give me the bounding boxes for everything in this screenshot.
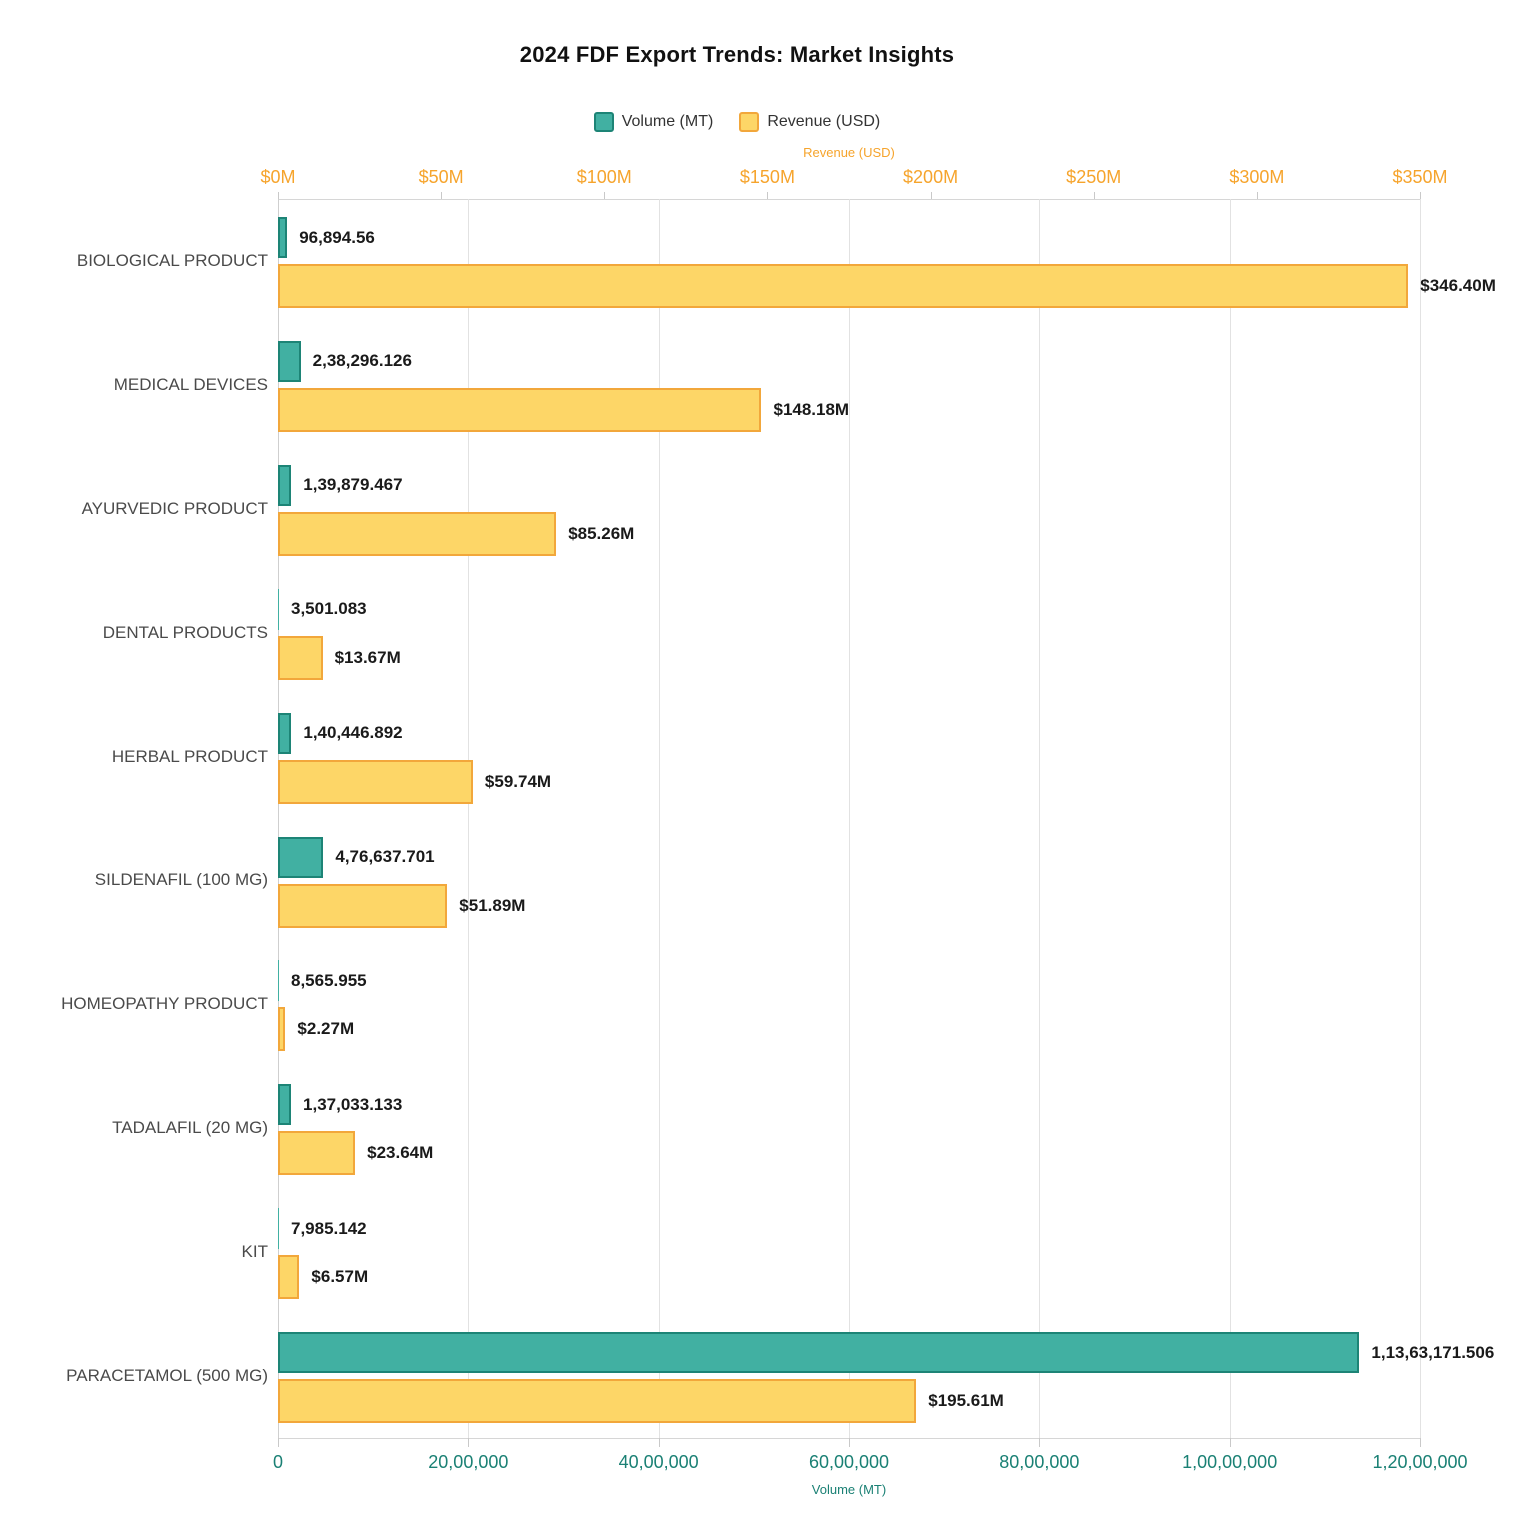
volume-bar[interactable] xyxy=(278,1208,279,1250)
top-axis-tick-label: $250M xyxy=(1066,167,1122,187)
legend-item-label: Revenue (USD) xyxy=(767,113,881,130)
volume-value-label: 3,501.083 xyxy=(291,599,367,619)
category-label: BIOLOGICAL PRODUCT xyxy=(76,250,268,270)
volume-bar[interactable] xyxy=(278,1332,1360,1374)
category-label: HOMEOPATHY PRODUCT xyxy=(61,994,268,1014)
revenue-bar[interactable] xyxy=(278,1131,356,1176)
revenue-value-label: $85.26M xyxy=(568,523,635,543)
bottom-axis-tick xyxy=(468,1438,470,1447)
bottom-axis-tick-label: 1,20,00,000 xyxy=(1372,1452,1468,1472)
revenue-value-label: $6.57M xyxy=(311,1267,369,1287)
revenue-value-label: $346.40M xyxy=(1420,276,1496,295)
bottom-axis-tick-label: 1,00,00,000 xyxy=(1182,1452,1278,1472)
legend: Volume (MT) Revenue (USD) xyxy=(0,112,1474,132)
revenue-bar[interactable] xyxy=(278,1379,917,1424)
volume-bar[interactable] xyxy=(278,217,288,258)
top-axis-tick xyxy=(1093,192,1095,199)
category-label: SILDENAFIL (100 MG) xyxy=(94,870,268,890)
volume-value-label: 1,13,63,171.506 xyxy=(1371,1342,1495,1362)
bottom-axis-tick xyxy=(1039,1438,1041,1447)
revenue-bar[interactable] xyxy=(278,1255,300,1300)
top-axis-tick xyxy=(441,192,443,199)
legend-swatch-icon xyxy=(739,112,760,132)
bottom-axis-title: Volume (MT) xyxy=(811,1482,887,1497)
bottom-axis-tick xyxy=(278,1438,279,1447)
category-label: MEDICAL DEVICES xyxy=(113,374,268,394)
top-axis-tick xyxy=(930,192,932,199)
revenue-bar[interactable] xyxy=(278,759,473,804)
volume-value-label: 7,985.142 xyxy=(291,1218,367,1238)
top-axis-tick-label: $200M xyxy=(903,167,959,187)
volume-value-label: 4,76,637.701 xyxy=(335,847,435,866)
top-axis-tick-label: $50M xyxy=(418,167,464,187)
top-axis-tick xyxy=(1256,192,1258,199)
revenue-bar[interactable] xyxy=(278,635,323,680)
vertical-gridline xyxy=(1420,199,1421,1438)
volume-bar[interactable] xyxy=(278,836,324,878)
vertical-gridline xyxy=(1229,199,1231,1438)
bottom-axis-tick-label: 80,00,000 xyxy=(999,1452,1080,1472)
revenue-value-label: $51.89M xyxy=(459,895,526,915)
top-axis-tick xyxy=(604,192,606,199)
bottom-axis-tick-label: 20,00,000 xyxy=(428,1452,509,1472)
chart-title: 2024 FDF Export Trends: Market Insights xyxy=(519,42,955,67)
vertical-gridline xyxy=(849,199,850,1438)
volume-bar[interactable] xyxy=(278,1084,292,1126)
category-label: AYURVEDIC PRODUCT xyxy=(81,498,268,518)
revenue-value-label: $23.64M xyxy=(367,1143,434,1163)
legend-item-revenue[interactable]: Revenue (USD) xyxy=(739,112,880,132)
category-label: DENTAL PRODUCTS xyxy=(102,622,268,642)
left-axis-line xyxy=(278,199,279,1447)
category-label: HERBAL PRODUCT xyxy=(111,746,268,766)
bottom-axis-tick-label: 60,00,000 xyxy=(808,1452,890,1472)
top-axis-tick-label: $150M xyxy=(739,167,795,187)
bottom-axis-tick-label: 0 xyxy=(272,1452,284,1472)
volume-bar[interactable] xyxy=(278,588,279,630)
top-axis-title: Revenue (USD) xyxy=(803,145,895,160)
top-axis-tick-label: $0M xyxy=(260,167,296,187)
top-axis-tick-label: $350M xyxy=(1392,167,1448,187)
top-axis-tick xyxy=(767,192,769,199)
revenue-bar[interactable] xyxy=(278,883,448,928)
volume-value-label: 96,894.56 xyxy=(299,227,375,247)
volume-bar[interactable] xyxy=(278,960,279,1002)
volume-value-label: 1,39,879.467 xyxy=(303,475,403,495)
revenue-value-label: $148.18M xyxy=(773,399,850,419)
bottom-axis-tick xyxy=(658,1438,660,1447)
top-axis-tick xyxy=(278,192,279,199)
revenue-value-label: $195.61M xyxy=(928,1391,1004,1411)
revenue-bar[interactable] xyxy=(278,387,762,432)
volume-value-label: 8,565.955 xyxy=(291,970,367,990)
bottom-axis-tick xyxy=(849,1438,850,1447)
legend-item-label: Volume (MT) xyxy=(621,113,714,130)
legend-item-volume[interactable]: Volume (MT) xyxy=(593,112,714,132)
revenue-value-label: $59.74M xyxy=(484,771,552,791)
volume-bar[interactable] xyxy=(278,712,292,754)
top-axis-tick xyxy=(1420,192,1421,199)
revenue-bar[interactable] xyxy=(278,511,557,556)
revenue-value-label: $2.27M xyxy=(297,1019,355,1039)
revenue-bar[interactable] xyxy=(278,264,1409,308)
category-label: KIT xyxy=(241,1242,268,1262)
volume-bar[interactable] xyxy=(278,340,301,382)
vertical-gridline xyxy=(1039,199,1041,1438)
vertical-gridline xyxy=(468,199,470,1438)
bottom-axis-tick-label: 40,00,000 xyxy=(618,1452,699,1472)
vertical-gridline xyxy=(658,199,660,1438)
top-axis-tick-label: $300M xyxy=(1229,167,1285,187)
volume-bar[interactable] xyxy=(278,464,292,506)
legend-swatch-icon xyxy=(593,112,614,132)
volume-value-label: 1,37,033.133 xyxy=(303,1094,403,1114)
bottom-axis-tick xyxy=(1229,1438,1231,1447)
revenue-bar[interactable] xyxy=(278,1007,286,1052)
revenue-value-label: $13.67M xyxy=(334,647,401,667)
volume-value-label: 1,40,446.892 xyxy=(303,723,403,743)
bottom-axis-tick xyxy=(1420,1438,1421,1447)
category-label: PARACETAMOL (500 MG) xyxy=(66,1366,268,1386)
volume-value-label: 2,38,296.126 xyxy=(312,351,412,371)
top-axis-tick-label: $100M xyxy=(576,167,632,187)
category-label: TADALAFIL (20 MG) xyxy=(112,1118,268,1138)
